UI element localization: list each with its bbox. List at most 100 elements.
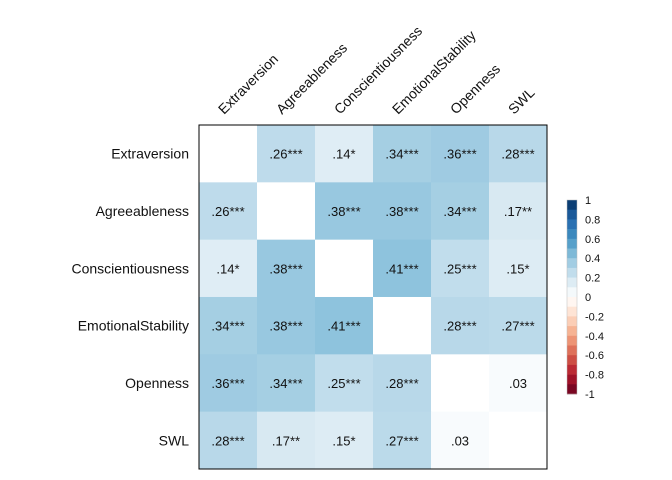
- cell-value-label: .41***: [385, 261, 418, 276]
- legend-swatch: [567, 335, 577, 346]
- heatmap-cell: [199, 239, 258, 298]
- legend-swatch: [567, 200, 577, 210]
- color-legend: 1 0.8 0.6 0.4 0.2 0 -0.2 -0.4 -0.6 -0.8 -1: [566, 195, 604, 401]
- cell-value-label: .41***: [327, 319, 360, 334]
- column-labels: ExtraversionAgreeablenessConscientiousne…: [215, 23, 538, 117]
- legend-swatch: [567, 297, 577, 307]
- legend-swatch: [567, 209, 577, 220]
- legend-tick-label: -0.8: [585, 370, 604, 382]
- cell-value-label: .25***: [327, 376, 360, 391]
- cell-value-label: .26***: [211, 204, 244, 219]
- cell-value-label: .26***: [269, 147, 302, 162]
- heatmap-cell: [431, 354, 490, 413]
- heatmap-cell: [431, 125, 490, 183]
- heatmap-cell: [257, 182, 316, 241]
- heatmap-cell: [373, 239, 432, 298]
- heatmap-cell: [199, 296, 258, 355]
- column-label: Openness: [447, 61, 503, 117]
- legend-tick-label: -1: [585, 389, 595, 401]
- heatmap-cell: [315, 239, 374, 298]
- legend-swatch: [567, 316, 577, 327]
- heatmap-cell: [373, 296, 432, 355]
- legend-frame: [566, 199, 578, 395]
- row-label: SWL: [159, 432, 190, 448]
- heatmap-cell: [257, 125, 316, 183]
- legend-tick-label: 0.2: [585, 273, 600, 285]
- legend-swatch: [567, 374, 577, 385]
- heatmap-cell: [489, 296, 548, 355]
- heatmap-cell: [199, 411, 258, 470]
- heatmap-cell: [431, 411, 490, 470]
- heatmap-cell: [373, 354, 432, 413]
- cell-value-label: .15*: [332, 433, 355, 448]
- cell-value-label: .03: [451, 433, 469, 448]
- cell-value-label: .38***: [269, 319, 302, 334]
- cell-value-label: .34***: [443, 204, 476, 219]
- legend-swatch: [567, 384, 577, 395]
- heatmap-cells: [199, 125, 548, 470]
- cell-value-label: .25***: [443, 261, 476, 276]
- row-label: Extraversion: [111, 146, 189, 162]
- row-label: EmotionalStability: [78, 318, 189, 334]
- legend-tick-label: -0.2: [585, 311, 604, 323]
- legend-swatch: [567, 258, 577, 269]
- heatmap-cell-labels: .26*** .14* .34*** .36*** .28*** .26*** .38***…: [211, 147, 534, 449]
- heatmap-cell: [315, 354, 374, 413]
- cell-value-label: .14*: [332, 147, 355, 162]
- legend-tick-label: 0.8: [585, 214, 600, 226]
- heatmap-cell: [199, 125, 258, 183]
- legend-swatch: [567, 267, 577, 278]
- cell-value-label: .36***: [211, 376, 244, 391]
- cell-value-label: .34***: [269, 376, 302, 391]
- heatmap-cell: [257, 296, 316, 355]
- legend-swatch: [567, 219, 577, 230]
- heatmap-cell: [431, 182, 490, 241]
- cell-value-label: .34***: [385, 147, 418, 162]
- legend-tick-label: 0.4: [585, 253, 600, 265]
- legend-tick-label: -0.6: [585, 350, 604, 362]
- heatmap-cell: [489, 125, 548, 183]
- cell-value-label: .27***: [501, 319, 534, 334]
- legend-swatch: [567, 277, 577, 288]
- heatmap-cell: [199, 354, 258, 413]
- heatmap-cell: [431, 296, 490, 355]
- legend-swatch: [567, 229, 577, 240]
- plot-border: [198, 124, 548, 470]
- heatmap-cell: [257, 239, 316, 298]
- row-label: Agreeableness: [96, 203, 189, 219]
- heatmap-cell: [257, 354, 316, 413]
- cell-value-label: .17**: [504, 204, 532, 219]
- legend-swatch: [567, 248, 577, 259]
- cell-value-label: .28***: [443, 319, 476, 334]
- cell-value-label: .28***: [385, 376, 418, 391]
- cell-value-label: .36***: [443, 147, 476, 162]
- legend-tick-label: 0.6: [585, 234, 600, 246]
- legend-swatch: [567, 345, 577, 356]
- cell-value-label: .34***: [211, 319, 244, 334]
- legend-swatch: [567, 238, 577, 249]
- heatmap-cell: [489, 411, 548, 470]
- legend-swatch: [567, 326, 577, 337]
- heatmap-cell: [315, 411, 374, 470]
- heatmap-cell: [315, 182, 374, 241]
- heatmap-cell: [199, 182, 258, 241]
- cell-value-label: .28***: [501, 147, 534, 162]
- cell-value-label: .38***: [327, 204, 360, 219]
- cell-value-label: .28***: [211, 433, 244, 448]
- legend-tick-label: 1: [585, 195, 591, 207]
- cell-value-label: .38***: [269, 261, 302, 276]
- legend-swatch: [567, 364, 577, 375]
- legend-tick-label: -0.4: [585, 331, 604, 343]
- heatmap-cell: [489, 354, 548, 413]
- cell-value-label: .27***: [385, 433, 418, 448]
- heatmap-cell: [373, 125, 432, 183]
- heatmap-cell: [489, 239, 548, 298]
- legend-tick-label: 0: [585, 292, 591, 304]
- heatmap-cell: [257, 411, 316, 470]
- column-label: Extraversion: [215, 51, 281, 117]
- cell-value-label: .14*: [216, 261, 239, 276]
- cell-value-label: .17**: [272, 433, 300, 448]
- cell-value-label: .03: [509, 376, 527, 391]
- row-label: Conscientiousness: [71, 260, 189, 276]
